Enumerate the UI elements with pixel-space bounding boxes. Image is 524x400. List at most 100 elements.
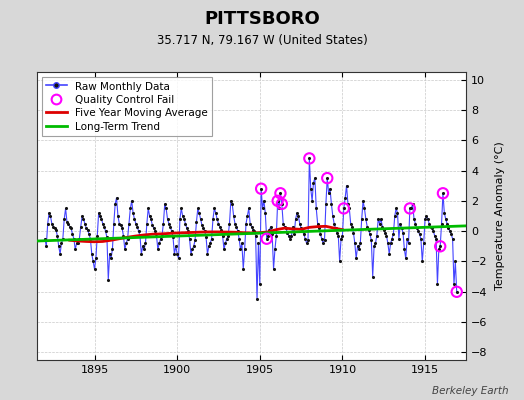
- Point: [370, 243, 378, 250]
- Point: [322, 201, 330, 207]
- Text: 35.717 N, 79.167 W (United States): 35.717 N, 79.167 W (United States): [157, 34, 367, 47]
- Point: [428, 225, 436, 231]
- Point: [60, 216, 69, 222]
- Point: [318, 236, 326, 242]
- Point: [86, 236, 95, 242]
- Point: [330, 220, 339, 227]
- Point: [187, 251, 195, 257]
- Point: [352, 255, 361, 262]
- Point: [191, 237, 199, 244]
- Point: [42, 243, 50, 250]
- Point: [177, 205, 185, 212]
- Point: [381, 230, 389, 236]
- Point: [257, 186, 265, 192]
- Point: [414, 228, 422, 234]
- Point: [323, 175, 332, 181]
- Point: [417, 236, 425, 242]
- Point: [313, 220, 322, 227]
- Point: [41, 236, 49, 242]
- Point: [192, 219, 201, 225]
- Legend: Raw Monthly Data, Quality Control Fail, Five Year Moving Average, Long-Term Tren: Raw Monthly Data, Quality Control Fail, …: [42, 77, 212, 136]
- Point: [75, 236, 83, 242]
- Point: [269, 266, 278, 272]
- Point: [327, 201, 335, 207]
- Point: [208, 236, 216, 242]
- Point: [252, 232, 260, 239]
- Point: [154, 246, 162, 252]
- Point: [71, 246, 80, 252]
- Point: [397, 225, 406, 231]
- Point: [49, 224, 58, 230]
- Point: [169, 234, 177, 240]
- Point: [227, 198, 235, 204]
- Point: [265, 226, 274, 233]
- Point: [333, 230, 341, 236]
- Point: [246, 220, 254, 227]
- Point: [385, 251, 394, 257]
- Point: [420, 240, 428, 246]
- Point: [300, 231, 308, 237]
- Point: [148, 222, 157, 228]
- Text: Berkeley Earth: Berkeley Earth: [432, 386, 508, 396]
- Point: [443, 220, 451, 227]
- Point: [372, 240, 380, 246]
- Point: [129, 210, 137, 216]
- Point: [305, 155, 313, 162]
- Point: [239, 266, 247, 272]
- Point: [130, 216, 139, 222]
- Point: [94, 210, 103, 216]
- Point: [247, 224, 256, 230]
- Y-axis label: Temperature Anomaly (°C): Temperature Anomaly (°C): [495, 142, 505, 290]
- Point: [63, 219, 71, 225]
- Point: [309, 180, 318, 186]
- Point: [254, 240, 263, 246]
- Point: [174, 255, 183, 262]
- Point: [353, 243, 362, 250]
- Point: [338, 232, 346, 239]
- Point: [140, 246, 148, 252]
- Point: [72, 240, 81, 246]
- Point: [194, 205, 202, 212]
- Point: [453, 288, 461, 295]
- Point: [261, 210, 269, 216]
- Point: [257, 186, 265, 192]
- Point: [367, 237, 376, 244]
- Point: [205, 243, 213, 250]
- Point: [54, 243, 63, 250]
- Point: [449, 236, 457, 242]
- Point: [123, 236, 132, 242]
- Point: [298, 228, 307, 234]
- Point: [57, 240, 66, 246]
- Point: [356, 240, 365, 246]
- Point: [220, 246, 228, 252]
- Point: [290, 231, 298, 237]
- Point: [331, 225, 340, 231]
- Point: [151, 228, 159, 234]
- Point: [180, 216, 188, 222]
- Point: [96, 213, 104, 219]
- Point: [425, 220, 433, 227]
- Point: [107, 255, 115, 262]
- Point: [364, 226, 373, 233]
- Point: [245, 205, 253, 212]
- Point: [100, 224, 108, 230]
- Point: [52, 226, 60, 233]
- Point: [278, 201, 286, 207]
- Point: [126, 205, 135, 212]
- Point: [253, 296, 261, 302]
- Point: [101, 228, 110, 234]
- Point: [223, 236, 231, 242]
- Point: [132, 220, 140, 227]
- Point: [48, 220, 56, 227]
- Point: [108, 246, 117, 252]
- Point: [362, 216, 370, 222]
- Point: [77, 224, 85, 230]
- Point: [444, 225, 453, 231]
- Point: [427, 224, 435, 230]
- Point: [440, 210, 449, 216]
- Point: [179, 213, 187, 219]
- Point: [439, 190, 447, 196]
- Point: [378, 224, 387, 230]
- Point: [141, 240, 150, 246]
- Point: [111, 201, 119, 207]
